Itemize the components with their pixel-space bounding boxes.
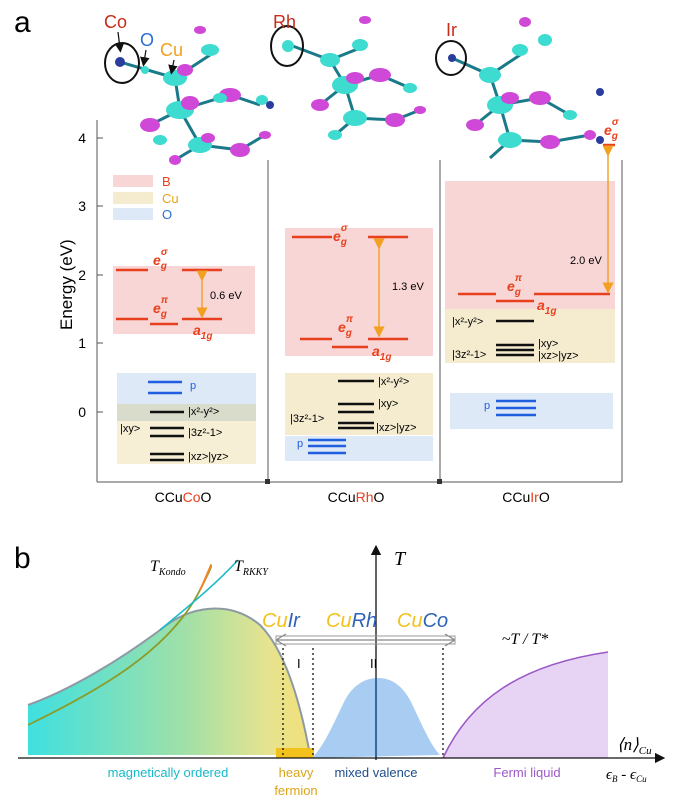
magnetic-boundary — [27, 607, 311, 756]
col2-z2: |3z²-1> — [290, 413, 324, 425]
col1-a1g: a1g — [193, 322, 212, 342]
col1-p: p — [190, 380, 196, 392]
col1-xzyz: |xz>|yz> — [188, 451, 229, 463]
compound-cuir: CuIr — [262, 610, 301, 632]
col2-name: CCuRhO — [328, 489, 385, 505]
col3-x2y2: |x²-y²> — [452, 316, 483, 328]
y-tick-0: 0 — [78, 404, 86, 420]
compound-cuco: CuCo — [397, 610, 448, 632]
co-atom-label: Co — [104, 12, 127, 32]
marker-ii: II — [370, 656, 377, 671]
legend-swatch-b — [113, 175, 153, 187]
col2-xy: |xy> — [378, 398, 398, 410]
legend-o: O — [162, 207, 172, 222]
legend-swatch-o — [113, 208, 153, 220]
co-pointer — [114, 31, 125, 53]
col1-eg-sigma: egσ — [153, 247, 168, 272]
x-axis-bottom-label: ϵB - ϵCu — [606, 767, 647, 784]
legend-b: B — [162, 174, 171, 189]
region-mixed: mixed valence — [334, 765, 417, 780]
col3-eg-pi: egπ — [507, 273, 523, 298]
col1-x2y2: |x²-y²> — [188, 406, 219, 418]
col3-name: CCuIrO — [502, 489, 550, 505]
o-pointer — [140, 49, 150, 67]
axis-marker-2 — [437, 479, 442, 484]
col2-eg-pi: egπ — [338, 314, 354, 339]
col3-xy: |xy> — [538, 338, 558, 350]
molecule-rh — [270, 16, 426, 140]
t-axis-label: T — [394, 548, 407, 570]
t-rkky-label: TRKKY — [234, 558, 269, 578]
legend-cu: Cu — [162, 191, 179, 206]
rkky-curve — [159, 559, 239, 631]
legend-swatch-cu — [113, 192, 153, 204]
col2-xzyz: |xz>|yz> — [376, 422, 417, 434]
axis-marker-1 — [265, 479, 270, 484]
rh-atom-label: Rh — [273, 12, 296, 32]
region-heavy-2: fermion — [274, 783, 317, 798]
x-axis-top-label: ⟨n⟩Cu — [617, 735, 652, 757]
column-curho — [285, 228, 433, 461]
col3-p: p — [484, 400, 490, 412]
ir-atom-label: Ir — [446, 20, 457, 40]
region-magnetic: magnetically ordered — [108, 765, 229, 780]
col1-name: CCuCoO — [155, 489, 212, 505]
y-axis-label: Energy (eV) — [57, 239, 76, 330]
cu-atom-label: Cu — [160, 40, 183, 60]
col2-eg-sigma: egσ — [333, 223, 348, 248]
y-tick-4: 4 — [78, 130, 86, 146]
col2-a1g: a1g — [372, 343, 391, 363]
fermi-liquid-boundary — [442, 651, 609, 759]
column-cucoo — [113, 266, 256, 464]
marker-i: I — [297, 656, 301, 671]
panel-a-label: a — [14, 6, 31, 39]
y-tick-3: 3 — [78, 198, 86, 214]
fermi-scaling-label: ~T / T* — [502, 631, 549, 648]
compound-curh: CuRh — [326, 610, 377, 632]
col1-z2: |3z²-1> — [188, 427, 222, 439]
fermi-liquid-region — [443, 652, 608, 758]
col2-p: p — [297, 438, 303, 450]
y-tick-1: 1 — [78, 335, 86, 351]
heavy-fermion-strip — [276, 748, 314, 758]
col1-gap: 0.6 eV — [210, 290, 242, 302]
molecule-ir — [435, 17, 604, 160]
o-atom-label: O — [140, 30, 154, 50]
region-heavy-1: heavy — [279, 765, 314, 780]
col3-z2: |3z²-1> — [452, 349, 486, 361]
kondo-curve-top — [199, 564, 212, 591]
molecule-co — [104, 26, 274, 165]
column-cuiro — [445, 143, 615, 429]
col3-eg-sigma: egσ — [604, 117, 619, 142]
compound-arrow — [275, 633, 456, 647]
col1-xy: |xy> — [120, 423, 140, 435]
compound-arrow-body — [275, 635, 456, 645]
col3-gap: 2.0 eV — [570, 255, 602, 267]
cu-pointer — [168, 59, 178, 75]
magnetic-region — [28, 608, 310, 755]
col2-gap: 1.3 eV — [392, 281, 424, 293]
col1-eg-pi: egπ — [153, 295, 169, 320]
col2-x2y2: |x²-y²> — [378, 376, 409, 388]
t-kondo-label: TKondo — [150, 558, 186, 578]
col3-xzyz: |xz>|yz> — [538, 350, 579, 362]
region-fermi: Fermi liquid — [493, 765, 560, 780]
panel-b-label: b — [14, 542, 31, 575]
y-tick-2: 2 — [78, 267, 86, 283]
y-ticks — [97, 137, 103, 413]
col3-a1g: a1g — [537, 297, 556, 317]
